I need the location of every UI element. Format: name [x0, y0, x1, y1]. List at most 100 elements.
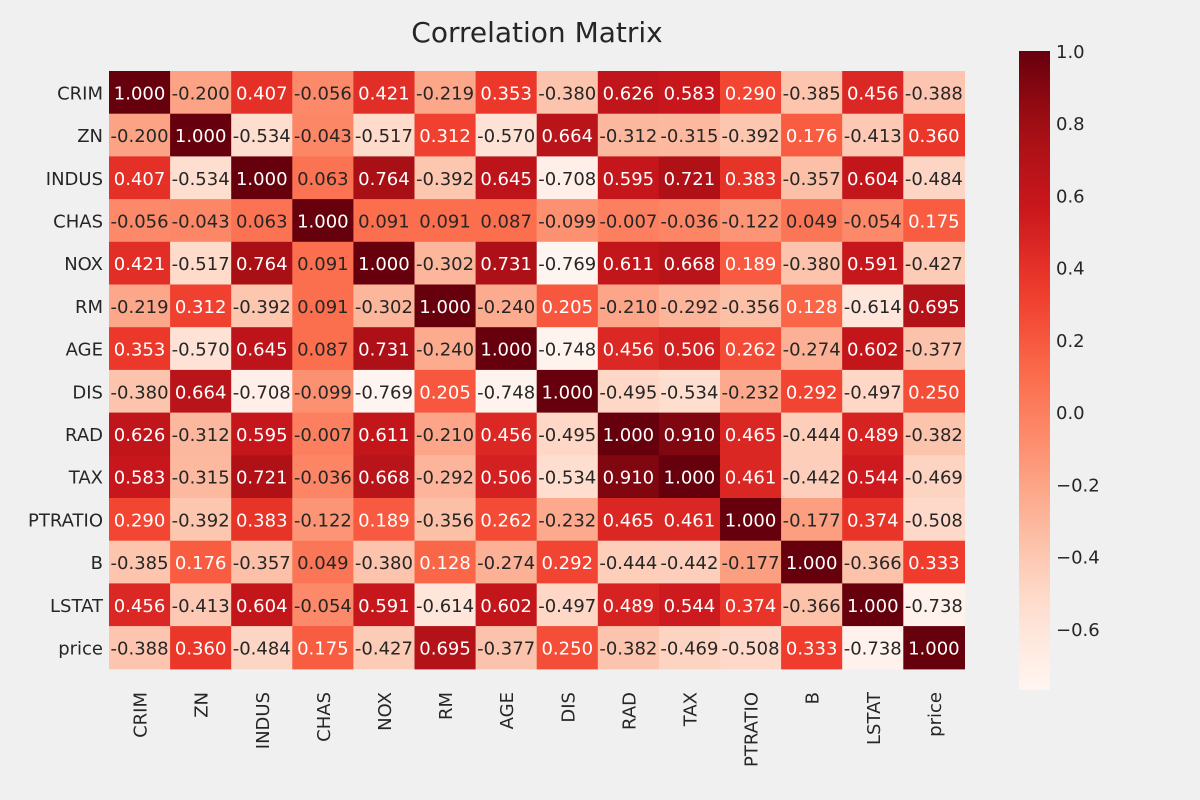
heatmap-cell: [903, 327, 965, 371]
cell-value-label: 0.456: [603, 340, 655, 361]
heatmap-cell: [781, 540, 843, 584]
cell-value-label: 0.374: [847, 510, 899, 531]
heatmap-cell: [903, 583, 965, 627]
cell-value-label: -0.200: [172, 83, 230, 104]
heatmap-cell: [170, 455, 232, 499]
heatmap-cell: [842, 369, 904, 414]
heatmap-cell: [353, 113, 416, 157]
cell-value-label: -0.392: [722, 126, 780, 147]
heatmap-cell: [720, 284, 782, 328]
cell-value-label: 0.721: [664, 169, 716, 190]
heatmap-cell: [536, 455, 599, 499]
cell-value-label: 0.595: [603, 169, 655, 190]
heatmap-cell: [292, 327, 354, 371]
heatmap-cell: [231, 540, 293, 584]
cell-value-label: -0.315: [660, 126, 718, 147]
cell-value-label: -0.380: [783, 254, 841, 275]
heatmap-cell: [231, 583, 293, 627]
cell-value-label: 0.456: [847, 83, 899, 104]
cell-value-label: -0.054: [294, 596, 352, 617]
heatmap-cell: [231, 241, 293, 286]
heatmap-cell: [170, 412, 232, 456]
cell-value-label: 0.611: [358, 425, 410, 446]
cell-value-label: -0.388: [111, 638, 169, 659]
heatmap-cell: [414, 498, 477, 542]
x-tick-labels: CRIM ZN INDUS CHAS NOX RM AGE DIS RAD TAX PTRATIO B…: [131, 691, 946, 767]
cell-value-label: 1.000: [786, 553, 838, 574]
cell-value-label: -0.427: [905, 254, 963, 275]
heatmap-cell: [292, 71, 354, 115]
cell-value-label: 0.250: [908, 382, 960, 403]
heatmap-cell: [170, 583, 232, 627]
heatmap-cell: [170, 540, 232, 584]
cell-value-label: -0.219: [111, 297, 169, 318]
y-tick-label: B: [91, 553, 103, 574]
x-tick-label: CRIM: [131, 692, 152, 738]
heatmap-cell: [292, 583, 354, 627]
cell-value-label: 0.591: [358, 596, 410, 617]
x-tick-label: DIS: [558, 692, 579, 723]
cell-value-label: 0.602: [847, 340, 899, 361]
heatmap-cell: [231, 455, 293, 499]
colorbar-tick-label: 0.2: [1056, 331, 1085, 352]
cell-value-label: 1.000: [603, 425, 655, 446]
heatmap-cell: [781, 241, 843, 286]
heatmap-cell: [231, 71, 293, 115]
heatmap-cell: [170, 327, 232, 371]
x-tick-label: LSTAT: [864, 691, 885, 745]
heatmap-cell: [658, 156, 721, 200]
heatmap-cell: [597, 412, 660, 456]
y-tick-label: CHAS: [53, 211, 103, 232]
heatmap-cell: [353, 71, 416, 115]
heatmap-cell: [536, 369, 599, 414]
heatmap-cell: [414, 455, 477, 499]
heatmap-cell: [475, 284, 538, 328]
cell-value-label: 0.353: [480, 83, 532, 104]
cell-value-label: -0.385: [783, 83, 841, 104]
cell-value-label: -0.708: [538, 169, 596, 190]
heatmap-cell: [109, 455, 171, 499]
x-tick-label: PTRATIO: [742, 692, 763, 767]
heatmap-cell: [781, 369, 843, 414]
heatmap-cell: [475, 498, 538, 542]
heatmap-cell: [231, 113, 293, 157]
heatmap-cell: [720, 540, 782, 584]
heatmap-cell: [597, 199, 660, 243]
cell-value-label: 0.205: [541, 297, 593, 318]
heatmap-cell: [109, 156, 171, 200]
heatmap-cell: [414, 412, 477, 456]
cell-value-label: -0.240: [416, 340, 474, 361]
heatmap-cell: [597, 455, 660, 499]
heatmap-cell: [475, 540, 538, 584]
cell-value-label: -0.380: [355, 553, 413, 574]
cell-value-label: 0.731: [358, 340, 410, 361]
cell-value-label: -0.380: [111, 382, 169, 403]
heatmap-cells: 1.000 -0.200 0.407 -0.056 0.421 -0.219 0.353 -0…: [109, 71, 965, 670]
cell-value-label: -0.517: [355, 126, 413, 147]
heatmap-cell: [475, 327, 538, 371]
heatmap-cell: [536, 498, 599, 542]
heatmap-cell: [781, 199, 843, 243]
heatmap-cell: [597, 113, 660, 157]
cell-value-label: 0.407: [236, 83, 288, 104]
heatmap-cell: [170, 156, 232, 200]
heatmap-cell: [658, 284, 721, 328]
cell-value-label: -0.570: [172, 340, 230, 361]
x-tick-label: AGE: [497, 692, 518, 729]
cell-value-label: -0.469: [905, 468, 963, 489]
cell-value-label: -0.484: [905, 169, 963, 190]
cell-value-label: 0.333: [786, 638, 838, 659]
heatmap-cell: [475, 626, 538, 670]
cell-value-label: 0.695: [419, 638, 471, 659]
heatmap-cell: [781, 156, 843, 200]
heatmap-cell: [475, 412, 538, 456]
heatmap-cell: [231, 327, 293, 371]
cell-value-label: -0.392: [172, 510, 230, 531]
heatmap-cell: [842, 241, 904, 286]
heatmap-cell: [536, 241, 599, 286]
x-tick-label: CHAS: [314, 692, 335, 742]
y-tick-label: NOX: [64, 254, 103, 275]
heatmap-cell: [720, 113, 782, 157]
